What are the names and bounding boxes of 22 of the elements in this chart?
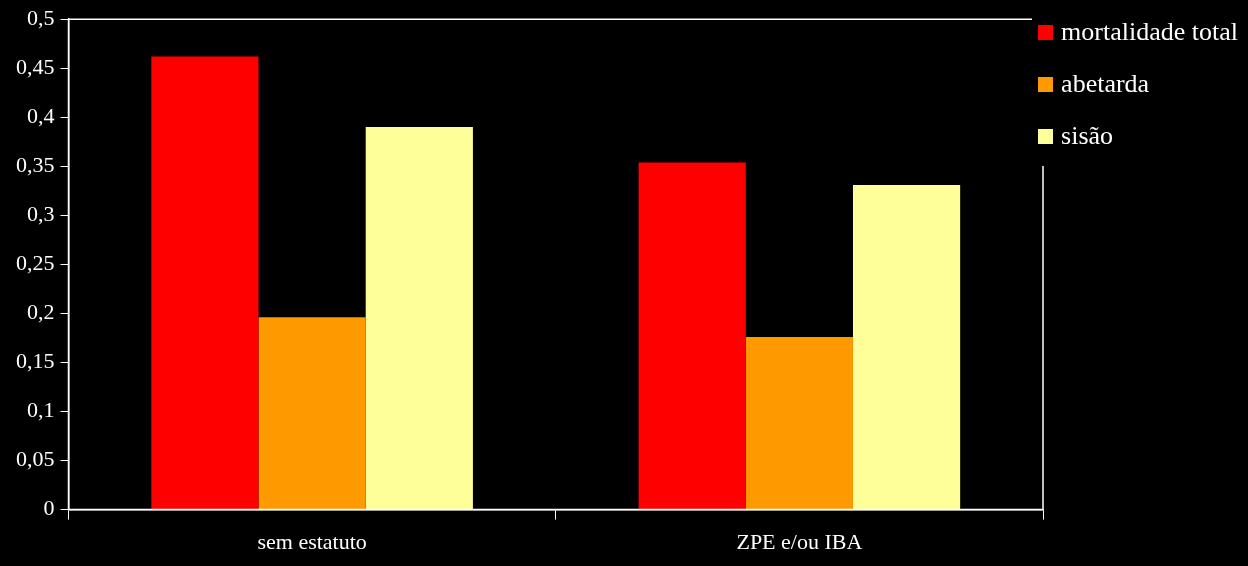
bar	[365, 127, 473, 510]
y-tick-label: 0,2	[27, 299, 55, 325]
y-tick-label: 0	[43, 495, 55, 521]
y-tick-label: 0,45	[16, 54, 55, 80]
y-tick-label: 0,25	[16, 250, 55, 276]
y-tick-label: 0,35	[16, 152, 55, 178]
y-tick-label: 0,4	[27, 103, 55, 129]
y-tick-label: 0,15	[16, 348, 55, 374]
y-tick-label: 0,1	[27, 397, 55, 423]
legend-label: sisão	[1061, 121, 1114, 151]
legend-label: abetarda	[1061, 69, 1150, 99]
x-tick-label: sem estatuto	[257, 528, 367, 554]
bar	[638, 162, 746, 510]
y-tick-label: 0,05	[16, 446, 55, 472]
y-tick-label: 0,3	[27, 201, 55, 227]
y-tick-label: 0,5	[27, 4, 55, 30]
bar	[151, 56, 259, 510]
bar	[745, 336, 853, 510]
bar	[852, 184, 961, 510]
legend-label: mortalidade total	[1061, 17, 1238, 47]
x-tick-label: ZPE e/ou IBA	[736, 528, 863, 554]
bar	[258, 317, 366, 510]
